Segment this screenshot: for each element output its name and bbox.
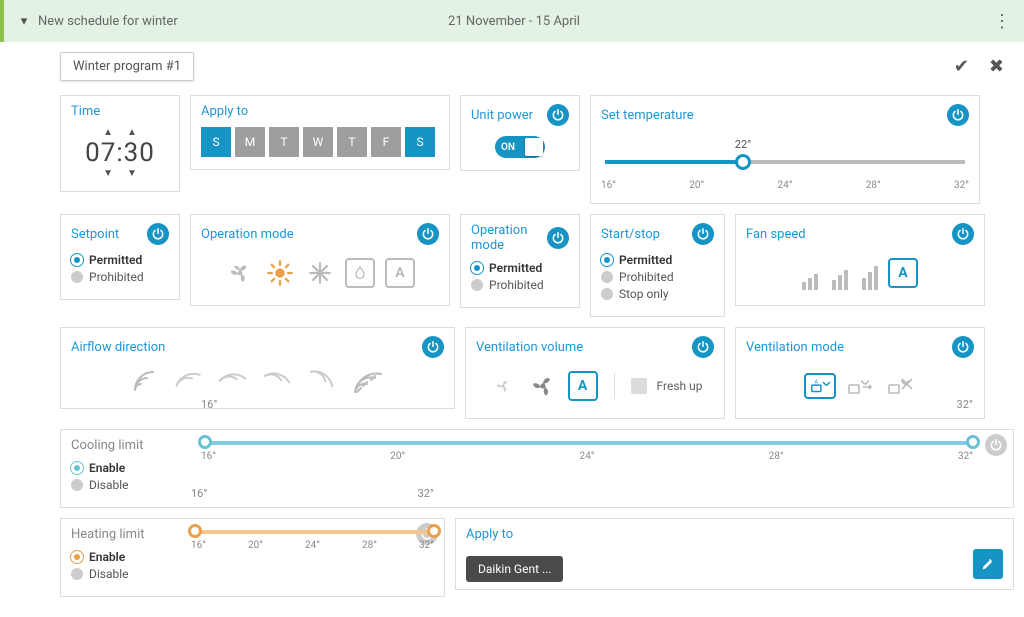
vent-auto-icon[interactable]: A: [568, 371, 598, 401]
heat-disable-radio[interactable]: Disable: [71, 567, 171, 581]
dry-mode-icon[interactable]: [345, 258, 375, 288]
power-icon[interactable]: [985, 434, 1007, 456]
start-stop-card: Start/stop Permitted Prohibited Stop only: [590, 214, 725, 317]
time-value[interactable]: 07:30: [71, 138, 169, 168]
day-button[interactable]: S: [405, 127, 435, 157]
time-card: Time ▲▲ 07:30 ▼▼: [60, 95, 180, 192]
airflow-card: Airflow direction: [60, 327, 455, 409]
cool-mode-icon[interactable]: [305, 258, 335, 288]
fan-speed-selector[interactable]: [802, 256, 878, 290]
apply-days-title: Apply to: [201, 104, 248, 119]
cool-disable-radio[interactable]: Disable: [71, 478, 181, 492]
vent-vol-title: Ventilation volume: [476, 340, 583, 355]
vent-high-icon[interactable]: [528, 371, 558, 401]
power-icon[interactable]: [692, 223, 714, 245]
vent-mode-title: Ventilation mode: [746, 340, 844, 355]
apply-to-units-card: Apply to Daikin Gent ...: [455, 518, 1014, 590]
operation-mode-radio-card: Operation mode Permitted Prohibited: [460, 214, 580, 308]
program-bar: Winter program #1 ✔ ✖: [0, 42, 1024, 85]
day-button[interactable]: T: [337, 127, 367, 157]
heating-range-slider[interactable]: [191, 522, 434, 542]
day-button[interactable]: S: [201, 127, 231, 157]
freshup-checkbox[interactable]: [631, 378, 647, 394]
radio-option[interactable]: Permitted: [471, 261, 569, 275]
radio-option[interactable]: Prohibited: [601, 270, 714, 284]
svg-text:A: A: [815, 379, 819, 385]
apply-days-card: Apply to SMTWTFS: [190, 95, 450, 170]
omode-title: Operation mode: [201, 227, 294, 242]
setpoint-title: Setpoint: [71, 227, 119, 242]
collapse-toggle[interactable]: ▾: [10, 14, 38, 29]
vent-low-icon[interactable]: [488, 371, 518, 401]
radio-option[interactable]: Prohibited: [71, 270, 169, 284]
auto-mode-icon[interactable]: A: [385, 258, 415, 288]
more-menu-icon[interactable]: ⋮: [990, 11, 1014, 32]
cool-high-label: 32°: [957, 398, 973, 411]
vent-mode-auto-icon[interactable]: A: [804, 373, 836, 399]
day-button[interactable]: T: [269, 127, 299, 157]
page-root: ▾ New schedule for winter 21 November - …: [0, 0, 1024, 617]
vent-mode-1-icon[interactable]: [846, 371, 876, 401]
temp-value-label: 22°: [735, 138, 751, 151]
time-down-arrows[interactable]: ▼▼: [71, 168, 169, 179]
heat-high-label: 32°: [418, 487, 434, 500]
operation-mode-icons-card: Operation mode A: [190, 214, 450, 306]
power-icon[interactable]: [422, 336, 444, 358]
freshup-label: Fresh up: [657, 379, 703, 393]
heat-title: Heating limit: [71, 527, 145, 542]
schedule-header: ▾ New schedule for winter 21 November - …: [0, 0, 1024, 42]
heating-limit-card: Heating limit Enable Disable 16° 32° 16°…: [60, 518, 445, 597]
cancel-button[interactable]: ✖: [979, 56, 1014, 77]
cool-enable-radio[interactable]: Enable: [71, 461, 181, 475]
confirm-button[interactable]: ✔: [944, 56, 979, 77]
day-button[interactable]: F: [371, 127, 401, 157]
toggle-label: ON: [495, 142, 515, 153]
power-icon[interactable]: [417, 223, 439, 245]
setpoint-card: Setpoint Permitted Prohibited: [60, 214, 180, 300]
unit-power-toggle[interactable]: ON: [495, 136, 545, 158]
fan-title: Fan speed: [746, 227, 806, 242]
schedule-title: New schedule for winter: [38, 14, 178, 29]
power-icon[interactable]: [547, 104, 569, 126]
heat-low-label: 16°: [191, 487, 207, 500]
unit-tag[interactable]: Daikin Gent ...: [466, 556, 563, 582]
airflow-selector[interactable]: [71, 366, 444, 396]
cool-title: Cooling limit: [71, 438, 143, 453]
power-icon[interactable]: [692, 336, 714, 358]
cooling-range-slider[interactable]: [201, 433, 973, 453]
ss-title: Start/stop: [601, 227, 660, 242]
temperature-slider[interactable]: 22°: [601, 142, 969, 182]
airflow-title: Airflow direction: [71, 340, 165, 355]
day-button[interactable]: W: [303, 127, 333, 157]
fan-mode-icon[interactable]: [225, 258, 255, 288]
day-button[interactable]: M: [235, 127, 265, 157]
apply-units-title: Apply to: [466, 527, 513, 542]
power-icon[interactable]: [147, 223, 169, 245]
power-icon[interactable]: [952, 223, 974, 245]
heat-enable-radio[interactable]: Enable: [71, 550, 171, 564]
unit-power-title: Unit power: [471, 108, 533, 123]
radio-option[interactable]: Stop only: [601, 287, 714, 301]
time-title: Time: [71, 104, 100, 119]
unit-power-card: Unit power ON: [460, 95, 580, 171]
time-up-arrows[interactable]: ▲▲: [71, 127, 169, 138]
power-icon[interactable]: [952, 336, 974, 358]
radio-option[interactable]: Permitted: [601, 253, 714, 267]
fan-speed-card: Fan speed A: [735, 214, 985, 306]
program-name-input[interactable]: Winter program #1: [60, 52, 194, 81]
cool-low-label: 16°: [201, 398, 217, 411]
omode2-title: Operation mode: [471, 223, 547, 253]
power-icon[interactable]: [547, 227, 569, 249]
cards-grid: Time ▲▲ 07:30 ▼▼ Apply to SMTWTFS Unit p…: [0, 85, 1024, 617]
fan-auto-icon[interactable]: A: [888, 258, 918, 288]
power-icon[interactable]: [947, 104, 969, 126]
radio-option[interactable]: Prohibited: [471, 278, 569, 292]
set-temp-title: Set temperature: [601, 108, 694, 123]
heat-mode-icon[interactable]: [265, 258, 295, 288]
schedule-date-range: 21 November - 15 April: [448, 14, 580, 29]
vent-mode-2-icon[interactable]: [886, 371, 916, 401]
set-temperature-card: Set temperature 22° 16°20°24°28°32°: [590, 95, 980, 204]
radio-option[interactable]: Permitted: [71, 253, 169, 267]
edit-units-button[interactable]: [973, 549, 1003, 579]
